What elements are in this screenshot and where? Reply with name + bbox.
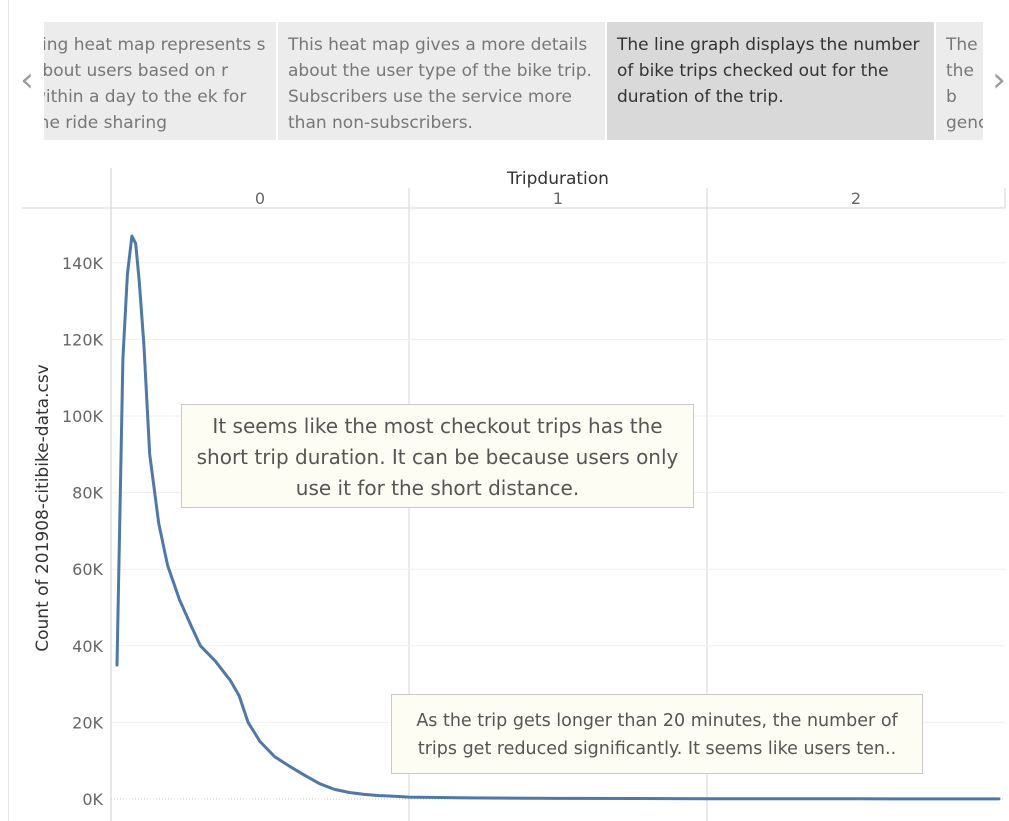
y-axis-title: Count of 201908-citibike-data.csv xyxy=(33,364,53,651)
y-tick-label: 120K xyxy=(62,330,104,349)
y-tick-label: 140K xyxy=(62,254,104,273)
y-tick-label: 80K xyxy=(72,484,103,503)
x-axis-title: Tripduration xyxy=(506,169,609,189)
story-point-caption[interactable]: This heat map gives a more details about… xyxy=(278,22,605,140)
y-tick-label: 60K xyxy=(72,560,103,579)
left-rail xyxy=(0,0,9,821)
chevron-left-icon[interactable]: ‹ xyxy=(20,60,34,100)
x-header-tick-label: 2 xyxy=(851,189,861,208)
story-caption-text: ving heat map represents s about users b… xyxy=(44,35,266,133)
y-tick-label: 40K xyxy=(72,637,103,656)
story-point-caption[interactable]: ving heat map represents s about users b… xyxy=(44,22,276,140)
story-caption-text: This heat map gives a more details about… xyxy=(288,35,592,133)
chevron-right-icon[interactable]: › xyxy=(992,60,1006,100)
story-caption-strip: ving heat map represents s about users b… xyxy=(44,22,983,140)
x-header-tick-label: 0 xyxy=(255,189,265,208)
story-caption-text: The line graph displays the number of bi… xyxy=(617,35,920,107)
y-tick-label: 20K xyxy=(72,713,103,732)
line-chart: Tripduration 0 1 2 0K 20K 40K 60K 80K 100K 120K 140… xyxy=(0,150,1009,821)
story-caption-text: The the b genc xyxy=(946,35,983,133)
annotation-peak: It seems like the most checkout trips ha… xyxy=(181,404,694,508)
story-navigator: ‹ ving heat map represents s about users… xyxy=(0,0,1009,145)
annotation-tail: As the trip gets longer than 20 minutes,… xyxy=(391,694,923,774)
story-point-caption-active[interactable]: The line graph displays the number of bi… xyxy=(607,22,934,140)
story-point-caption[interactable]: The the b genc xyxy=(936,22,983,140)
y-tick-label: 100K xyxy=(62,407,104,426)
y-tick-label: 0K xyxy=(82,790,103,809)
x-header-tick-label: 1 xyxy=(553,189,563,208)
series-line xyxy=(115,234,1001,801)
